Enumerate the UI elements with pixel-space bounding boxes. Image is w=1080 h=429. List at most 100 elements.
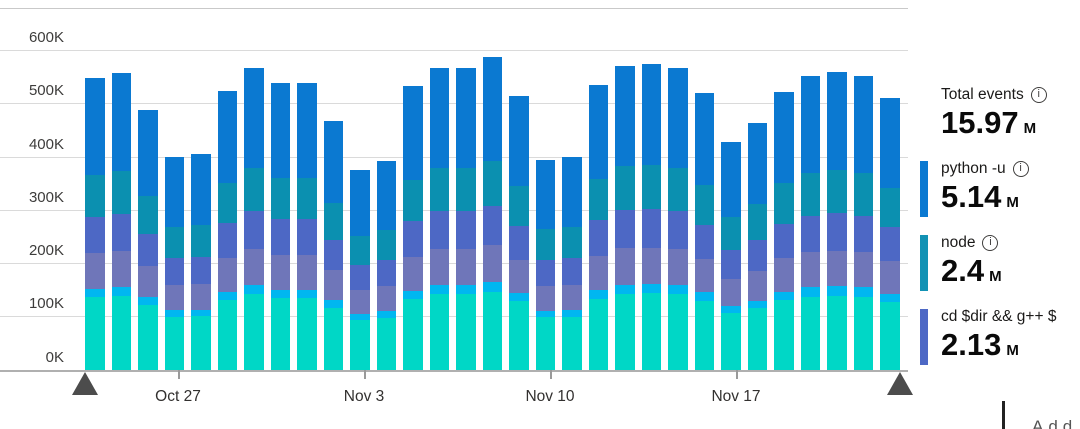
- legend-value: 5.14: [941, 179, 1002, 214]
- bar-segment: [509, 293, 529, 302]
- bar-segment: [721, 306, 741, 313]
- bar-segment: [297, 289, 317, 299]
- bar-segment: [482, 282, 502, 292]
- bar-segment: [827, 295, 847, 370]
- stacked-bar[interactable]: [217, 90, 237, 370]
- time-brush-right-handle[interactable]: [887, 372, 913, 395]
- bar-segment: [641, 284, 661, 294]
- stacked-bar[interactable]: [376, 160, 396, 370]
- bar-segment: [774, 223, 794, 259]
- bar-segment: [641, 209, 661, 248]
- bar-segment: [588, 220, 608, 257]
- bar-segment: [456, 211, 476, 250]
- bar-segment: [482, 244, 502, 283]
- bar-segment: [615, 293, 635, 370]
- bar-segment: [217, 182, 237, 224]
- bar-segment: [694, 184, 714, 225]
- time-brush-left-handle[interactable]: [72, 372, 98, 395]
- bottom-edge-divider: [1002, 401, 1005, 429]
- stacked-bar[interactable]: [668, 68, 688, 370]
- legend-label: python -u: [941, 160, 1006, 177]
- y-axis-tick-label: 100K: [28, 295, 64, 313]
- stacked-bar[interactable]: [323, 121, 343, 370]
- bar-segment: [562, 227, 582, 259]
- legend-value: 2.4: [941, 253, 985, 288]
- bar-segment: [562, 310, 582, 317]
- stacked-bar[interactable]: [694, 93, 714, 370]
- y-axis-tick-label: 200K: [28, 242, 64, 259]
- stacked-bar[interactable]: [509, 95, 529, 370]
- stacked-bar[interactable]: [827, 72, 847, 370]
- stacked-bar[interactable]: [429, 68, 449, 370]
- y-axis-tick-label: 600K: [28, 29, 64, 46]
- stacked-bar[interactable]: [191, 153, 211, 370]
- stacked-bar[interactable]: [853, 76, 873, 370]
- legend-unit: M: [1006, 194, 1019, 211]
- stacked-bar[interactable]: [482, 57, 502, 370]
- bar-segment: [774, 258, 794, 292]
- stacked-bar[interactable]: [138, 110, 158, 370]
- bar-segment: [138, 305, 158, 370]
- stacked-bar[interactable]: [721, 142, 741, 370]
- bar-segment: [668, 211, 688, 250]
- bar-segment: [800, 76, 820, 174]
- bar-segment: [403, 86, 423, 180]
- gridline: [0, 103, 908, 105]
- info-icon[interactable]: i: [1012, 160, 1029, 177]
- stacked-bar[interactable]: [456, 68, 476, 370]
- bar-segment: [244, 285, 264, 295]
- stacked-bar[interactable]: [641, 63, 661, 370]
- bar-segment: [827, 286, 847, 296]
- bar-segment: [429, 249, 449, 286]
- x-axis-date-label: Nov 10: [525, 388, 575, 405]
- stacked-bar[interactable]: [270, 83, 290, 370]
- stacked-bar[interactable]: [562, 157, 582, 370]
- bar-segment: [429, 211, 449, 250]
- legend-item-total-events[interactable]: Total events i 15.97 M: [920, 84, 1080, 146]
- bar-segment: [721, 313, 741, 370]
- bar-segment: [774, 183, 794, 224]
- stacked-bar[interactable]: [350, 169, 370, 370]
- stacked-bar[interactable]: [588, 84, 608, 370]
- bar-segment: [376, 260, 396, 287]
- stacked-bar[interactable]: [297, 83, 317, 370]
- stacked-bar[interactable]: [244, 68, 264, 370]
- bar-segment: [721, 142, 741, 218]
- bar-segment: [853, 287, 873, 297]
- bar-segment: [588, 178, 608, 221]
- bar-segment: [138, 233, 158, 267]
- bar-segment: [668, 285, 688, 295]
- bar-segment: [588, 84, 608, 179]
- legend-label: Total events: [941, 86, 1024, 103]
- stacked-bar[interactable]: [774, 91, 794, 370]
- bar-segment: [456, 167, 476, 212]
- bar-segment: [403, 220, 423, 257]
- x-axis-tick: [178, 370, 180, 379]
- stacked-bar[interactable]: [85, 78, 105, 370]
- stacked-bar[interactable]: [111, 72, 131, 370]
- bar-segment: [270, 219, 290, 256]
- stacked-bar[interactable]: [800, 76, 820, 370]
- legend-item-python[interactable]: python -u i 5.14 M: [920, 158, 1080, 220]
- bar-segment: [800, 173, 820, 216]
- info-icon[interactable]: i: [1030, 86, 1047, 103]
- bar-segment: [482, 205, 502, 245]
- info-icon[interactable]: i: [982, 234, 999, 251]
- legend-item-cd-gpp-command[interactable]: cd $dir && g++ $ 2.13 M: [920, 306, 1080, 368]
- stacked-bar[interactable]: [164, 157, 184, 370]
- x-axis-baseline: [0, 369, 908, 372]
- bar-segment: [376, 317, 396, 370]
- stacked-bar[interactable]: [615, 66, 635, 370]
- stacked-bar[interactable]: [747, 122, 767, 370]
- stacked-bar[interactable]: [880, 97, 900, 370]
- bar-segment: [111, 296, 131, 370]
- stacked-bar[interactable]: [535, 160, 555, 370]
- legend-item-node[interactable]: node i 2.4 M: [920, 232, 1080, 294]
- bar-segment: [827, 170, 847, 214]
- bar-segment: [191, 256, 211, 284]
- legend-label: node: [941, 234, 976, 251]
- bar-segment: [588, 298, 608, 370]
- stacked-bar[interactable]: [403, 86, 423, 370]
- bar-segment: [270, 255, 290, 290]
- bar-segment: [323, 270, 343, 301]
